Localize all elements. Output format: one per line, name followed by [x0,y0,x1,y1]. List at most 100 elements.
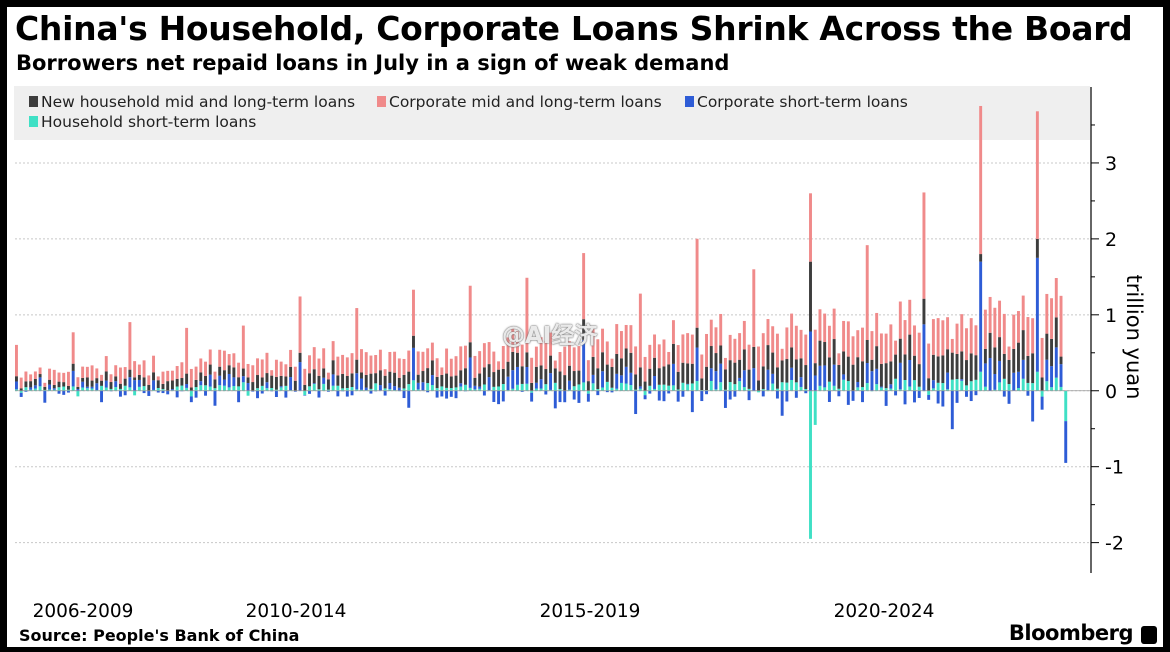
bar-segment-household-mlt [402,374,406,389]
bar-segment-corporate-mlt [1031,318,1035,354]
bar-segment-corporate-st [383,390,387,396]
bar-segment-corporate-mlt [624,324,628,349]
bar-segment-corporate-mlt [279,361,283,376]
bar-segment-corporate-mlt [894,340,898,355]
bar-segment-household-st [118,388,122,391]
bar-segment-household-st [336,385,340,391]
bar-segment-corporate-mlt [846,321,850,357]
bar-segment-household-mlt [842,351,846,375]
bar-segment-household-st [48,389,52,391]
bar-segment-corporate-mlt [15,344,18,377]
bar-segment-household-mlt [671,343,675,364]
bar-segment-corporate-mlt [118,367,122,384]
x-group-label: 2010-2014 [246,601,347,622]
bar-segment-household-st [360,389,363,391]
bar-segment-corporate-mlt [1017,311,1020,343]
bar-segment-corporate-mlt [85,366,89,378]
bar-segment-corporate-st [705,390,708,395]
bar-segment-household-mlt [473,377,477,386]
y-tick-label: 0 [1105,381,1117,403]
bar-segment-corporate-st [208,374,212,387]
bar-segment-corporate-mlt [345,357,349,376]
bar-segment-household-st [856,387,860,391]
bar-segment-household-st [837,388,841,391]
bar-segment-corporate-mlt [591,329,595,357]
bar-segment-household-st [142,386,146,391]
bar-segment-household-st [558,389,562,391]
bar-segment-household-mlt [525,352,529,367]
chart-card: China's Household, Corporate Loans Shrin… [7,7,1163,647]
bar-segment-household-mlt [615,353,619,374]
bar-segment-corporate-st [501,390,505,402]
bar-segment-corporate-st [118,390,122,397]
bar-segment-household-mlt [118,383,122,389]
bar-segment-household-mlt [383,375,387,389]
bar-segment-corporate-mlt [426,348,430,369]
bar-segment-household-mlt [15,376,18,382]
bar-segment-household-mlt [662,366,666,385]
bar-segment-corporate-mlt [601,328,605,353]
bar-segment-household-mlt [185,373,189,385]
bar-segment-household-mlt [81,377,85,382]
bar-segment-corporate-st [114,381,118,388]
bar-segment-household-st [709,380,713,391]
bar-segment-household-st [189,390,193,397]
bar-segment-corporate-st [213,390,217,406]
bar-segment-household-mlt [875,346,879,369]
bar-segment-household-mlt [643,381,647,391]
bar-segment-household-st [208,386,212,391]
bar-segment-corporate-mlt [1040,337,1044,378]
bar-segment-corporate-st [799,377,803,387]
bar-segment-household-st [454,387,458,391]
bar-segment-corporate-st [222,379,226,386]
bar-segment-corporate-mlt [90,365,94,381]
bar-segment-household-st [733,384,737,391]
bar-segment-household-mlt [780,360,784,383]
bar-segment-corporate-st [728,390,732,400]
bar-segment-household-mlt [610,367,614,388]
bar-segment-corporate-st [998,360,1002,383]
bar-segment-household-st [785,382,789,391]
bar-segment-corporate-mlt [586,360,590,382]
bar-segment-household-st [326,389,330,391]
bar-segment-corporate-st [983,363,987,387]
bar-segment-household-mlt [983,348,987,364]
bar-segment-household-mlt [364,374,368,388]
bar-segment-household-mlt [813,363,817,376]
bar-segment-household-mlt [785,359,789,383]
bar-segment-corporate-mlt [397,358,401,378]
bar-segment-corporate-st [766,369,770,390]
bar-segment-household-mlt [66,385,70,390]
bar-segment-household-mlt [412,335,415,348]
bar-segment-household-st [723,389,727,391]
bar-segment-household-mlt [965,360,968,386]
bar-segment-corporate-st [516,366,519,385]
bar-segment-household-mlt [757,380,760,391]
bar-segment-household-mlt [979,254,983,262]
bar-segment-corporate-mlt [638,293,642,368]
bar-segment-corporate-st [170,389,174,391]
bar-segment-corporate-st [619,375,623,383]
bar-segment-corporate-st [686,383,690,385]
bar-segment-household-mlt [497,369,501,387]
bar-segment-household-st [100,385,104,391]
bar-segment-household-mlt [322,368,326,378]
bar-segment-corporate-st [511,370,515,389]
bar-segment-corporate-st [142,390,146,394]
bar-segment-corporate-mlt [908,299,912,335]
bar-segment-corporate-mlt [516,331,519,353]
bar-segment-household-mlt [733,362,737,385]
bar-segment-household-mlt [1026,355,1030,383]
bar-segment-corporate-st [156,390,160,393]
bar-segment-household-st [553,382,557,391]
bar-segment-corporate-st [988,357,992,391]
bar-segment-corporate-mlt [227,354,231,366]
bar-segment-corporate-st [950,390,954,430]
bar-segment-household-st [861,387,864,391]
bars [15,105,1091,539]
bar-segment-corporate-mlt [884,333,888,364]
bar-segment-corporate-st [497,390,501,405]
bar-segment-household-st [57,387,61,391]
bar-segment-corporate-st [71,370,75,387]
bar-segment-household-st [62,386,66,391]
